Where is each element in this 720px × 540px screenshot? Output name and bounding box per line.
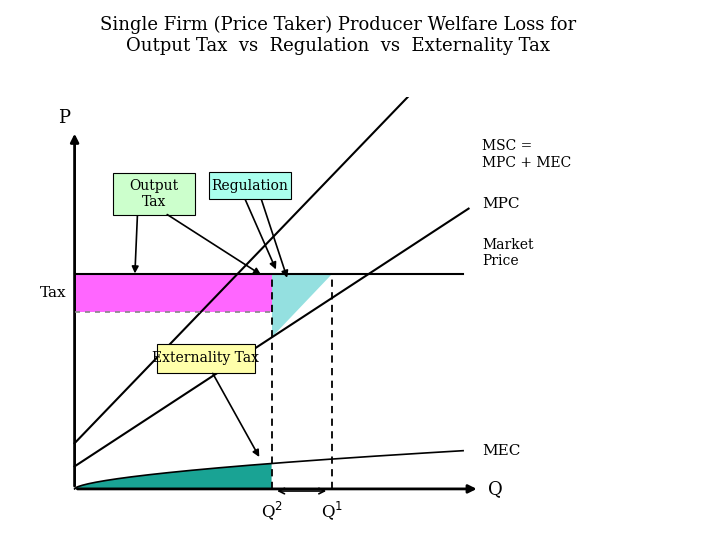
Text: Market
Price: Market Price <box>482 238 534 268</box>
Text: P: P <box>58 109 70 127</box>
Text: Q: Q <box>487 480 503 498</box>
Text: MSC =
MPC + MEC: MSC = MPC + MEC <box>482 139 572 170</box>
Text: Single Firm (Price Taker) Producer Welfare Loss for
Output Tax  vs  Regulation  : Single Firm (Price Taker) Producer Welfa… <box>100 16 577 55</box>
Text: Q$^2$: Q$^2$ <box>261 500 283 522</box>
Text: MPC: MPC <box>482 198 520 211</box>
Text: MEC: MEC <box>482 444 521 458</box>
Polygon shape <box>75 463 271 489</box>
Polygon shape <box>75 274 271 312</box>
Text: Output
Tax: Output Tax <box>130 179 179 209</box>
Text: Tax: Tax <box>40 286 66 300</box>
Polygon shape <box>271 274 332 338</box>
Text: Q$^1$: Q$^1$ <box>320 500 343 522</box>
Text: Regulation: Regulation <box>211 179 288 193</box>
FancyBboxPatch shape <box>157 343 255 373</box>
Text: Externality Tax: Externality Tax <box>153 352 259 366</box>
FancyBboxPatch shape <box>209 172 291 199</box>
FancyBboxPatch shape <box>113 173 195 215</box>
